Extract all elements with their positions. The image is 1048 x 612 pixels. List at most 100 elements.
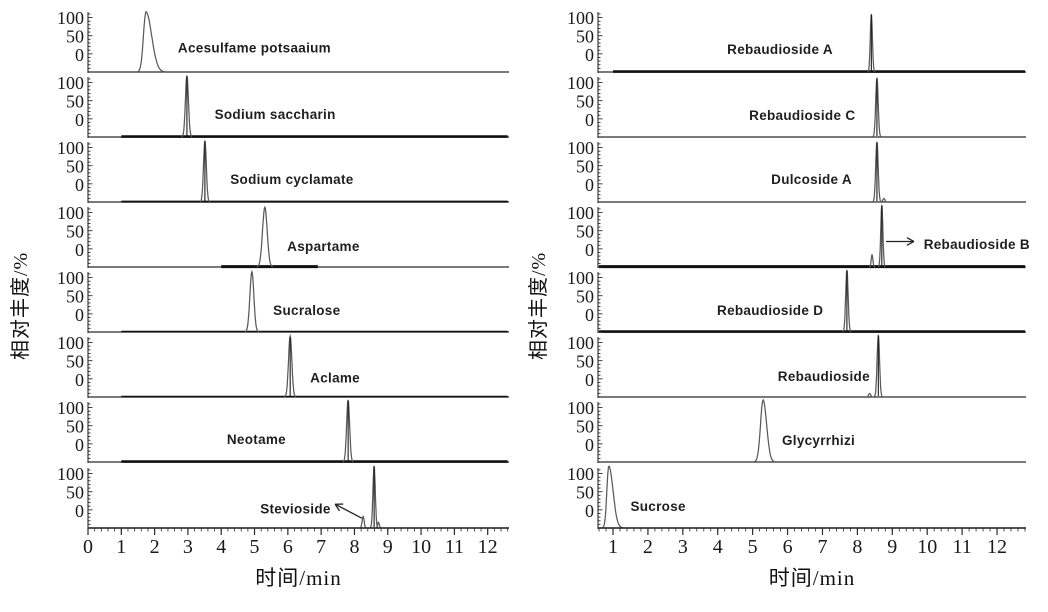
x-tick-label: 4 bbox=[216, 536, 226, 558]
x-tick-label: 10 bbox=[917, 536, 937, 558]
x-axis: 1 2 3 4 5 6 7 8 9 10 11 12 bbox=[598, 527, 1026, 558]
y-tick-label: 0 bbox=[75, 175, 84, 195]
x-tick-label: 7 bbox=[817, 536, 827, 558]
x-tick-label: 9 bbox=[887, 536, 897, 558]
y-tick-label: 100 bbox=[567, 268, 594, 288]
y-tick-label: 0 bbox=[75, 110, 84, 130]
peak-path bbox=[601, 465, 624, 529]
peak-path bbox=[867, 13, 876, 73]
compound-label: Rebaudioside A bbox=[727, 42, 833, 57]
annotation-arrow-line bbox=[334, 503, 363, 519]
peak-path bbox=[137, 10, 166, 73]
y-tick-label: 50 bbox=[66, 92, 84, 112]
y-tick-label: 50 bbox=[576, 92, 594, 112]
x-tick-label: 10 bbox=[411, 536, 431, 558]
peak-path bbox=[873, 334, 883, 398]
y-tick-label: 50 bbox=[66, 27, 84, 47]
y-tick-label: 100 bbox=[567, 333, 594, 353]
y-tick-label: 0 bbox=[75, 370, 84, 390]
compound-label: Sodium cyclamate bbox=[230, 172, 354, 187]
compound-label: Dulcoside A bbox=[771, 172, 852, 187]
compound-label: Stevioside bbox=[260, 501, 331, 516]
x-tick-label: 8 bbox=[349, 536, 359, 558]
peak-path bbox=[181, 75, 193, 138]
y-tick-label: 100 bbox=[57, 464, 84, 484]
y-tick-label: 50 bbox=[66, 222, 84, 242]
compound-label: Glycyrrhizi bbox=[782, 433, 855, 448]
x-tick-label: 3 bbox=[183, 536, 193, 558]
y-tick-label: 0 bbox=[585, 370, 594, 390]
x-tick-label: 11 bbox=[445, 536, 464, 558]
y-tick-label: 50 bbox=[576, 157, 594, 177]
y-tick-label: 0 bbox=[75, 501, 84, 521]
x-axis: 0 1 2 3 4 5 6 7 8 9 10 11 12 bbox=[83, 527, 509, 558]
compound-label: Rebaudioside bbox=[778, 369, 870, 384]
y-tick-label: 50 bbox=[576, 483, 594, 503]
x-tick-label: 4 bbox=[713, 536, 723, 558]
y-tick-label: 0 bbox=[585, 501, 594, 521]
y-tick-label: 0 bbox=[75, 240, 84, 260]
peak-path bbox=[342, 399, 354, 463]
peak-path bbox=[880, 197, 888, 203]
x-tick-label: 9 bbox=[383, 536, 393, 558]
annotation-arrow-head bbox=[906, 237, 915, 243]
y-tick-label: 0 bbox=[585, 435, 594, 455]
peak-path bbox=[872, 141, 882, 203]
x-tick-label: 5 bbox=[250, 536, 260, 558]
compound-label: Sodium saccharin bbox=[215, 107, 336, 122]
annotation-arrow-head bbox=[334, 503, 341, 512]
x-tick-label: 1 bbox=[116, 536, 126, 558]
y-tick-label: 0 bbox=[585, 45, 594, 65]
peak-path bbox=[753, 398, 776, 463]
x-tick-label: 6 bbox=[283, 536, 293, 558]
compound-label: Sucrose bbox=[630, 499, 686, 514]
y-tick-label: 0 bbox=[585, 305, 594, 325]
y-tick-label: 100 bbox=[57, 333, 84, 353]
y-tick-label: 100 bbox=[567, 464, 594, 484]
right-y-axis-title: 相对丰度/% bbox=[528, 251, 550, 360]
x-tick-label: 7 bbox=[316, 536, 326, 558]
peak-path bbox=[359, 515, 367, 529]
y-tick-label: 0 bbox=[585, 110, 594, 130]
y-tick-label: 100 bbox=[57, 268, 84, 288]
y-tick-label: 50 bbox=[576, 287, 594, 307]
y-tick-label: 50 bbox=[66, 157, 84, 177]
compound-label: Aclame bbox=[310, 370, 360, 385]
y-tick-label: 100 bbox=[567, 203, 594, 223]
x-tick-label: 6 bbox=[783, 536, 793, 558]
x-tick-label: 8 bbox=[852, 536, 862, 558]
x-tick-label: 2 bbox=[150, 536, 160, 558]
peak-path bbox=[284, 333, 297, 398]
y-tick-label: 50 bbox=[576, 27, 594, 47]
peak-path bbox=[199, 140, 210, 203]
x-tick-label: 11 bbox=[952, 536, 971, 558]
peak-path bbox=[868, 253, 876, 268]
compound-label: Rebaudioside B bbox=[924, 237, 1030, 252]
y-tick-label: 100 bbox=[567, 8, 594, 28]
compound-label: Rebaudioside D bbox=[717, 303, 823, 318]
x-tick-label: 2 bbox=[643, 536, 653, 558]
y-tick-label: 100 bbox=[57, 203, 84, 223]
y-tick-label: 0 bbox=[75, 45, 84, 65]
y-tick-label: 50 bbox=[576, 352, 594, 372]
compound-label: Rebaudioside C bbox=[749, 108, 855, 123]
peak-path bbox=[877, 204, 886, 268]
peak-path bbox=[842, 269, 852, 333]
peak-path bbox=[866, 392, 874, 398]
y-tick-label: 100 bbox=[567, 138, 594, 158]
compound-label: Sucralose bbox=[273, 303, 340, 318]
left-x-axis-title: 时间/min bbox=[255, 566, 342, 590]
y-tick-label: 100 bbox=[57, 398, 84, 418]
y-tick-label: 100 bbox=[57, 73, 84, 93]
x-tick-label: 1 bbox=[608, 536, 618, 558]
annotation-arrow-head bbox=[906, 240, 915, 246]
